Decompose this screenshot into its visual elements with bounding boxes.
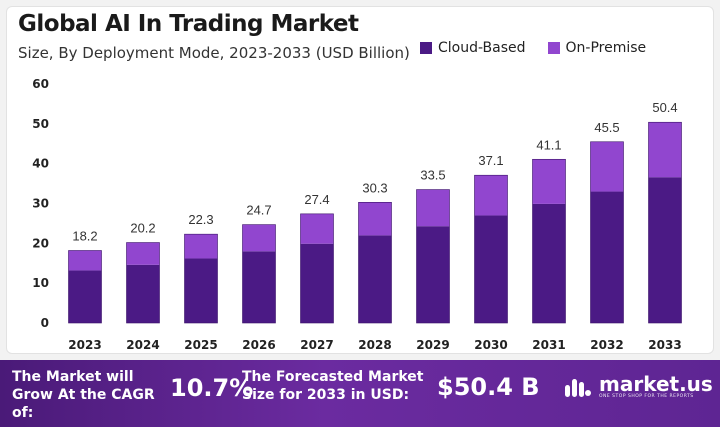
brand-name: market.us (599, 372, 713, 396)
bar-outline (242, 224, 276, 324)
bar-on-premise (590, 141, 624, 192)
legend-swatch-cloud (420, 42, 432, 54)
bar-outline (648, 121, 682, 324)
total-data-label: 41.1 (536, 137, 561, 152)
bar-on-premise (242, 224, 276, 252)
total-data-label: 50.4 (652, 100, 677, 115)
bar-cloud-based (416, 226, 450, 323)
total-data-label: 37.1 (478, 153, 503, 168)
chart-title: Global AI In Trading Market (18, 11, 359, 37)
bar-cloud-based (184, 258, 218, 323)
brand-logo: market.us ONE STOP SHOP FOR THE REPORTS (563, 374, 713, 399)
brand-tagline: ONE STOP SHOP FOR THE REPORTS (599, 394, 694, 399)
bar-outline (126, 242, 160, 324)
chart-subtitle: Size, By Deployment Mode, 2023-2033 (USD… (18, 44, 410, 62)
legend-item-onprem: On-Premise (547, 40, 647, 56)
y-tick-label: 60 (32, 77, 49, 91)
bar-outline (68, 250, 102, 324)
x-tick-label: 2032 (590, 338, 623, 352)
footer-banner: The Market will Grow At the CAGR of: 10.… (0, 360, 720, 427)
bar-outline (590, 141, 624, 324)
bar-on-premise (358, 202, 392, 236)
bar-cloud-based (474, 215, 508, 323)
bar-cloud-based (68, 270, 102, 323)
bar-outline (416, 189, 450, 324)
bar-cloud-based (358, 235, 392, 323)
total-data-label: 20.2 (130, 221, 155, 236)
x-tick-label: 2027 (300, 338, 333, 352)
footer-forecast-value: $50.4 B (437, 373, 540, 401)
bar-outline (532, 158, 566, 324)
brand-logo-icon (565, 378, 591, 397)
x-tick-label: 2026 (242, 338, 275, 352)
legend-item-cloud: Cloud-Based (420, 40, 526, 56)
total-data-label: 22.3 (188, 212, 213, 227)
y-tick-label: 40 (32, 157, 49, 171)
y-tick-label: 20 (32, 236, 49, 250)
bar-on-premise (474, 175, 508, 216)
bar-outline (184, 233, 218, 324)
total-data-label: 45.5 (594, 120, 619, 135)
x-tick-label: 2030 (474, 338, 507, 352)
bar-on-premise (300, 213, 334, 244)
footer-cagr-value: 10.7% (170, 374, 254, 402)
x-tick-label: 2031 (532, 338, 565, 352)
total-data-label: 18.2 (72, 229, 97, 244)
bar-outline (300, 213, 334, 324)
legend-swatch-onprem (547, 42, 560, 54)
bar-outline (474, 174, 508, 324)
y-tick-label: 50 (32, 117, 49, 131)
bar-on-premise (68, 250, 102, 271)
total-data-label: 30.3 (362, 180, 387, 195)
y-tick-label: 30 (32, 197, 49, 211)
total-data-label: 33.5 (420, 168, 445, 183)
legend-label-onprem: On-Premise (565, 40, 647, 56)
bar-cloud-based (648, 177, 682, 323)
x-tick-label: 2023 (68, 338, 101, 352)
x-tick-label: 2024 (126, 338, 159, 352)
bar-cloud-based (242, 251, 276, 323)
bar-cloud-based (532, 203, 566, 323)
bar-on-premise (532, 159, 566, 204)
footer-forecast-text: The Forecasted Market Size for 2033 in U… (242, 369, 424, 403)
x-tick-label: 2025 (184, 338, 217, 352)
total-data-label: 24.7 (246, 203, 271, 218)
bar-on-premise (184, 234, 218, 259)
x-tick-label: 2028 (358, 338, 391, 352)
x-tick-label: 2029 (416, 338, 449, 352)
bar-chart: 010203040506018.2202320.2202422.3202524.… (32, 77, 682, 352)
bar-on-premise (126, 242, 160, 265)
legend-label-cloud: Cloud-Based (438, 40, 526, 56)
y-tick-label: 10 (32, 276, 49, 290)
bar-cloud-based (300, 243, 334, 323)
footer-grow-text: The Market will Grow At the CAGR of: (12, 369, 155, 421)
total-data-label: 27.4 (304, 192, 329, 207)
chart-legend: Cloud-Based On-Premise (420, 40, 646, 56)
bar-cloud-based (590, 191, 624, 323)
bar-cloud-based (126, 264, 160, 323)
bar-on-premise (648, 122, 682, 178)
bar-on-premise (416, 189, 450, 227)
x-tick-label: 2033 (648, 338, 681, 352)
y-tick-label: 0 (41, 316, 49, 330)
bar-outline (358, 202, 392, 324)
